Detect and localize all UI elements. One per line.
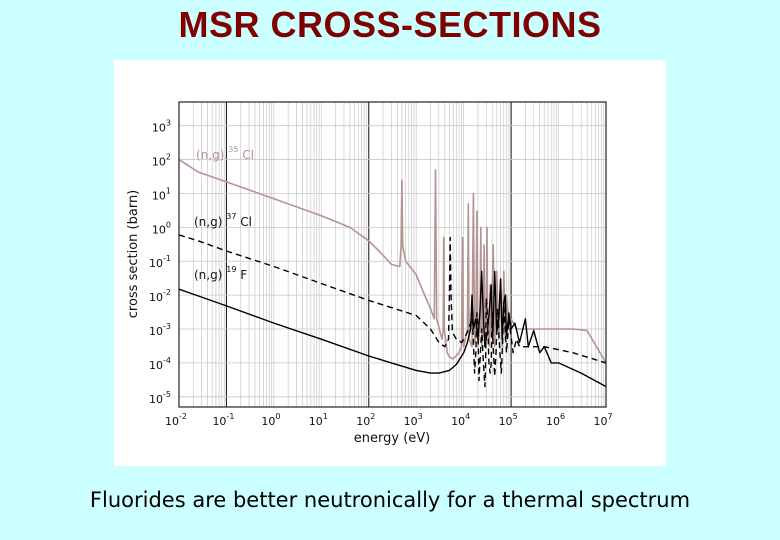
x-tick-label: 100 (261, 412, 280, 428)
x-tick-label: 105 (499, 412, 518, 428)
x-tick-base: 10 (309, 415, 323, 428)
x-tick-exp: 2 (370, 412, 375, 421)
x-tick-base: 10 (546, 415, 560, 428)
x-tick-exp: 3 (418, 412, 423, 421)
y-tick-base: 10 (149, 325, 163, 338)
y-tick-exp: -1 (163, 254, 171, 263)
x-tick-label: 102 (356, 412, 375, 428)
y-tick-exp: 1 (166, 186, 171, 195)
y-tick-base: 10 (149, 291, 163, 304)
x-tick-base: 10 (212, 415, 226, 428)
x-tick-label: 101 (309, 412, 328, 428)
x-tick-label: 107 (593, 412, 612, 428)
y-tick-base: 10 (149, 393, 163, 406)
y-tick-label: 102 (152, 153, 171, 169)
x-tick-exp: 4 (465, 412, 470, 421)
cl35-element: Cl (242, 148, 254, 162)
x-tick-exp: 0 (275, 412, 280, 421)
cl37-mass: 37 (226, 212, 236, 221)
cl37-prefix: (n,g) (194, 215, 222, 229)
y-tick-label: 10-1 (149, 254, 171, 270)
y-tick-base: 10 (152, 122, 166, 135)
slide-caption: Fluorides are better neutronically for a… (89, 488, 691, 512)
cl35-prefix: (n,g) (196, 148, 224, 162)
y-tick-label: 10-4 (149, 356, 171, 372)
cross-section-chart: 10-2 10-1 100 101 102 103 104 105 106 107 1031021… (126, 101, 613, 446)
y-axis-label: cross section (barn) (126, 190, 141, 319)
x-tick-exp: -1 (226, 412, 234, 421)
f19-prefix: (n,g) (194, 268, 222, 282)
y-tick-base: 10 (149, 359, 163, 372)
y-tick-base: 10 (152, 189, 166, 202)
y-tick-label: 100 (152, 220, 171, 236)
x-tick-exp: 6 (560, 412, 565, 421)
x-tick-base: 10 (451, 415, 465, 428)
y-tick-base: 10 (152, 223, 166, 236)
series-label-f19: (n,g) 19 F (194, 261, 247, 282)
y-tick-exp: 0 (166, 220, 171, 229)
x-tick-label: 10-2 (165, 412, 187, 428)
x-tick-exp: 7 (607, 412, 612, 421)
y-tick-label: 103 (152, 119, 171, 135)
series-label-cl35: (n,g) 35 Cl (196, 141, 254, 162)
cl37-element: Cl (240, 215, 252, 229)
x-tick-label: 104 (451, 412, 470, 428)
y-tick-base: 10 (152, 156, 166, 169)
f19-element: F (240, 268, 247, 282)
x-tick-base: 10 (356, 415, 370, 428)
f19-mass: 19 (226, 265, 236, 274)
y-tick-exp: -3 (163, 322, 171, 331)
y-tick-label: 10-2 (149, 288, 171, 304)
x-tick-label: 106 (546, 412, 565, 428)
x-tick-base: 10 (499, 415, 513, 428)
series-lines (178, 158, 607, 388)
series-line-37cl (178, 234, 607, 388)
series-label-cl37: (n,g) 37 Cl (194, 208, 252, 229)
chart-panel: 10-2 10-1 100 101 102 103 104 105 106 107 103 102 1… (114, 60, 666, 466)
y-tick-label: 10-5 (149, 390, 171, 406)
x-tick-label: 10-1 (212, 412, 234, 428)
plot-frame (178, 101, 607, 408)
x-tick-base: 10 (593, 415, 607, 428)
y-tick-exp: -4 (163, 356, 171, 365)
series-line-19f (178, 270, 607, 388)
x-tick-label: 103 (404, 412, 423, 428)
y-tick-base: 10 (149, 257, 163, 270)
y-tick-exp: -5 (163, 390, 171, 399)
plot-background (179, 102, 606, 407)
y-tick-exp: -2 (163, 288, 171, 297)
x-tick-exp: -2 (179, 412, 187, 421)
x-tick-base: 10 (261, 415, 275, 428)
x-tick-base: 10 (404, 415, 418, 428)
x-tick-exp: 5 (513, 412, 518, 421)
slide-title: MSR CROSS-SECTIONS (178, 4, 602, 45)
x-tick-exp: 1 (323, 412, 328, 421)
y-tick-exp: 3 (166, 119, 171, 128)
x-tick-labels: 10-2 10-1 100 101 102 103 104 105 106 107 (165, 412, 613, 428)
y-tick-label: 10-3 (149, 322, 171, 338)
x-tick-base: 10 (165, 415, 179, 428)
grid (178, 102, 606, 407)
x-axis-label: energy (eV) (354, 431, 430, 446)
y-tick-exp: 2 (166, 153, 171, 162)
cl35-mass: 35 (228, 145, 238, 154)
y-tick-label: 101 (152, 186, 171, 202)
